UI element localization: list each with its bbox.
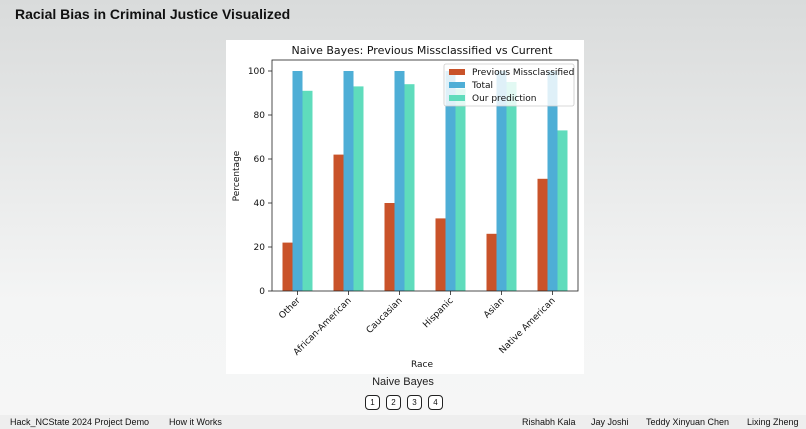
y-tick-label: 60 [254,155,266,165]
footer-author-1[interactable]: Rishabh Kala [522,417,576,427]
bar-our-prediction-african-american [353,86,364,292]
x-tick-label: Caucasian [365,296,405,336]
footer-how-it-works-link[interactable]: How it Works [169,417,222,427]
chart-caption: Naive Bayes [372,376,434,388]
page-button-2[interactable]: 2 [386,395,401,410]
x-tick-label: Hispanic [421,296,455,330]
y-axis-label: Percentage [232,150,242,201]
chart-pager: 1 2 3 4 [365,395,443,410]
legend-swatch [449,69,465,75]
page-button-4[interactable]: 4 [428,395,443,410]
legend-label: Previous Missclassified [472,68,574,78]
chart-title: Naive Bayes: Previous Missclassified vs … [292,44,554,57]
bar-our-prediction-other [302,90,313,291]
y-tick-label: 100 [248,67,265,77]
legend-label: Total [471,81,493,91]
bar-our-prediction-hispanic [455,88,466,291]
bar-our-prediction-native-american [557,130,568,291]
bar-previous-missclassified-caucasian [384,203,395,291]
legend-box [443,63,575,107]
legend-swatch [449,82,465,88]
footer-author-2[interactable]: Jay Joshi [591,417,629,427]
page-button-3[interactable]: 3 [407,395,422,410]
legend-label: Our prediction [472,94,537,104]
x-axis-label: Race [411,360,434,370]
legend-swatch [449,95,465,101]
y-tick-label: 40 [254,199,266,209]
y-tick-label: 20 [254,243,266,253]
bar-total-hispanic [445,71,456,291]
bar-our-prediction-caucasian [404,84,415,291]
footer-author-4[interactable]: Lixing Zheng [747,417,799,427]
bar-total-caucasian [394,71,405,291]
x-tick-label: Asian [482,296,506,320]
bar-our-prediction-asian [506,82,517,291]
x-tick-label: Other [277,296,302,321]
y-tick-label: 80 [254,111,266,121]
bar-total-native-american [547,71,558,291]
bar-previous-missclassified-hispanic [435,218,446,291]
bar-total-african-american [343,71,354,291]
bar-total-asian [496,71,507,291]
bar-total-other [292,71,303,291]
bar-previous-missclassified-african-american [333,154,344,291]
page-button-1[interactable]: 1 [365,395,380,410]
x-tick-label: Native American [498,296,558,356]
footer-project-link[interactable]: Hack_NCState 2024 Project Demo [10,417,150,427]
plot-frame [271,59,579,292]
bar-chart: Naive Bayes: Previous Missclassified vs … [232,44,579,370]
footer-bar: Hack_NCState 2024 Project Demo How it Wo… [0,415,806,429]
footer-author-3[interactable]: Teddy Xinyuan Chen [646,417,730,427]
page-title: Racial Bias in Criminal Justice Visualiz… [15,6,291,22]
chart-card: Naive Bayes: Previous Missclassified vs … [226,40,584,374]
y-tick-label: 0 [259,287,265,297]
bar-previous-missclassified-other [282,242,293,291]
bar-previous-missclassified-asian [486,233,497,291]
x-tick-label: African-American [292,296,354,358]
bar-previous-missclassified-native-american [537,178,548,291]
